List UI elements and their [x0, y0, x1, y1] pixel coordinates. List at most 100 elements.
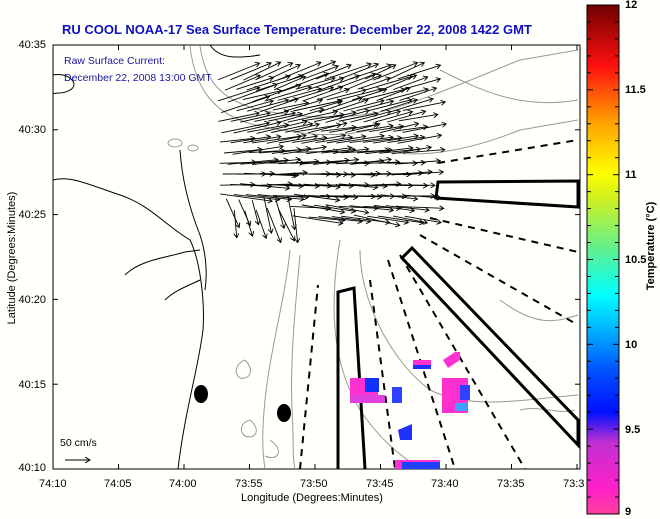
current-vector: [380, 194, 417, 199]
current-vector: [218, 88, 259, 102]
current-vector: [220, 193, 272, 201]
overlay-label: Raw Surface Current:: [64, 55, 165, 67]
current-vector: [268, 65, 300, 80]
current-vector: [321, 149, 355, 154]
current-vector: [293, 125, 340, 133]
current-vector: [278, 161, 319, 163]
x-tick: 74:10: [39, 478, 67, 490]
current-vector: [365, 65, 396, 80]
current-vector: [320, 127, 356, 132]
current-vector: [392, 77, 428, 91]
current-vector: [227, 84, 277, 103]
y-tick: 40:35: [18, 39, 46, 51]
current-vector: [294, 151, 338, 152]
current-vector: [233, 194, 280, 200]
current-vector: [264, 87, 312, 102]
current-vector: [255, 63, 292, 81]
y-tick: 40:20: [18, 294, 46, 306]
current-vector: [307, 123, 347, 134]
current-vector: [363, 111, 401, 123]
current-vector: [338, 183, 378, 187]
current-vector: [302, 87, 343, 102]
current-vector: [247, 100, 288, 112]
current-vector: [377, 215, 424, 223]
current-vector: [332, 100, 368, 112]
colorbar-tick: 11: [625, 169, 637, 181]
current-vector: [402, 102, 445, 111]
x-axis-label: Longitude (Degrees:Minutes): [241, 492, 383, 504]
colorbar-tick: 10: [625, 339, 638, 351]
colorbar-tick: 9.5: [625, 424, 641, 436]
current-vector: [256, 121, 307, 134]
current-vector: [244, 210, 253, 236]
current-vector: [247, 125, 288, 133]
current-vector: [324, 64, 371, 80]
current-vector: [315, 137, 352, 144]
current-vector: [326, 90, 366, 101]
current-vector: [402, 124, 447, 133]
current-vector: [233, 122, 281, 134]
current-vector: [403, 150, 445, 154]
current-vector: [305, 148, 352, 155]
current-vector: [227, 160, 278, 165]
current-vector: [293, 208, 298, 242]
current-vector: [242, 91, 282, 101]
sst-patches: [350, 352, 470, 469]
current-vector: [325, 110, 370, 123]
current-vector: [329, 74, 376, 92]
current-vector: [316, 89, 349, 101]
current-vector: [252, 85, 300, 103]
current-vector: [397, 135, 441, 144]
current-vector: [295, 78, 335, 90]
current-vector: [232, 146, 284, 155]
current-vector: [390, 99, 433, 113]
colorbar-ticks: [587, 4, 619, 515]
current-vector: [380, 75, 417, 91]
y-tick: 40:30: [18, 124, 46, 136]
current-vector: [326, 136, 366, 144]
current-vector: [338, 113, 378, 122]
coastline: [52, 44, 261, 470]
current-vector: [287, 111, 338, 123]
current-vector: [320, 195, 357, 197]
current-vector: [271, 124, 312, 133]
current-vector: [230, 137, 271, 144]
current-vector: [365, 76, 413, 91]
current-vector: [275, 198, 285, 228]
current-vector: [218, 113, 259, 122]
current-vector: [251, 199, 258, 225]
current-vector: [344, 124, 380, 133]
current-vector: [337, 89, 381, 101]
current-vector: [301, 135, 345, 144]
current-vector: [379, 123, 419, 134]
current-vector: [385, 89, 428, 101]
current-vector: [397, 161, 440, 165]
axis-ticks: [52, 44, 580, 470]
current-vector: [236, 101, 274, 112]
x-tick: 73:35: [497, 478, 525, 490]
current-vector: [252, 159, 300, 165]
current-vector: [230, 63, 271, 81]
current-vector: [309, 101, 343, 112]
current-vector: [259, 99, 298, 113]
station-marker: [194, 385, 208, 403]
current-vector: [221, 123, 269, 134]
current-vector: [292, 215, 343, 224]
current-vector: [277, 208, 294, 241]
scale-label: 50 cm/s: [60, 437, 97, 449]
current-vector: [361, 89, 406, 101]
current-vector: [278, 136, 317, 144]
current-vector: [224, 149, 262, 154]
current-vector: [272, 195, 308, 197]
x-tick: 73:40: [431, 478, 459, 490]
current-vector: [273, 173, 307, 175]
current-vector: [292, 137, 327, 143]
current-vector: [387, 63, 424, 81]
current-vector: [272, 103, 308, 111]
current-vector: [273, 76, 305, 91]
current-vector: [283, 100, 322, 112]
current-vector: [350, 65, 391, 80]
current-vector: [332, 149, 369, 154]
current-vector: [399, 88, 436, 102]
